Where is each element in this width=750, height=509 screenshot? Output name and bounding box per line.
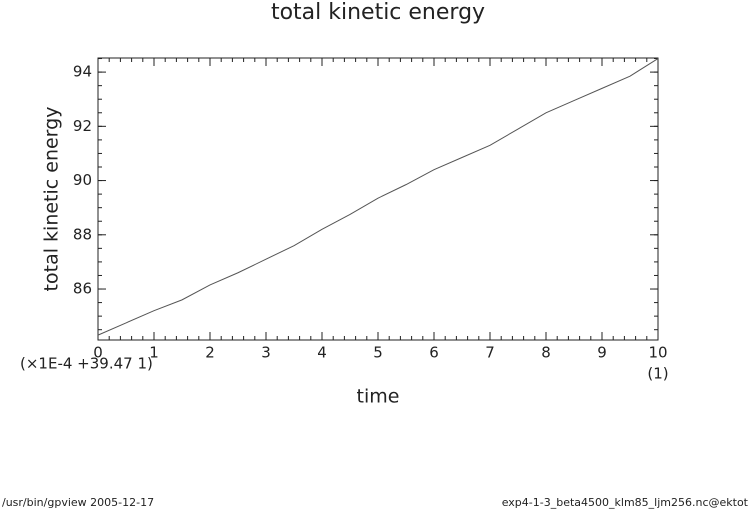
chart-title: total kinetic energy	[271, 0, 485, 25]
offset-note: (×1E-4 +39.47 1)	[20, 355, 153, 373]
x-unit: (1)	[647, 365, 668, 383]
x-tick-label: 4	[317, 344, 327, 362]
y-tick-label: 90	[73, 171, 92, 189]
x-axis-label: time	[357, 386, 400, 408]
x-tick-label: 3	[261, 344, 271, 362]
footer-right: exp4-1-3_beta4500_klm85_ljm256.nc@ektot	[502, 496, 749, 509]
y-tick-label: 88	[73, 225, 92, 243]
y-tick-label: 92	[73, 117, 92, 135]
y-tick-label: 86	[73, 280, 92, 298]
y-axis-label: total kinetic energy	[41, 107, 63, 292]
x-tick-label: 5	[373, 344, 383, 362]
x-tick-label: 9	[597, 344, 607, 362]
footer-left: /usr/bin/gpview 2005-12-17	[2, 496, 154, 509]
x-tick-label: 2	[205, 344, 215, 362]
x-tick-label: 7	[485, 344, 495, 362]
x-tick-label: 1	[149, 344, 159, 362]
data-line	[97, 58, 659, 336]
x-tick-label: 6	[429, 344, 439, 362]
x-tick-label: 8	[541, 344, 551, 362]
x-tick-label: 0	[93, 344, 103, 362]
x-tick-label: 10	[648, 344, 667, 362]
y-tick-label: 94	[73, 63, 92, 81]
